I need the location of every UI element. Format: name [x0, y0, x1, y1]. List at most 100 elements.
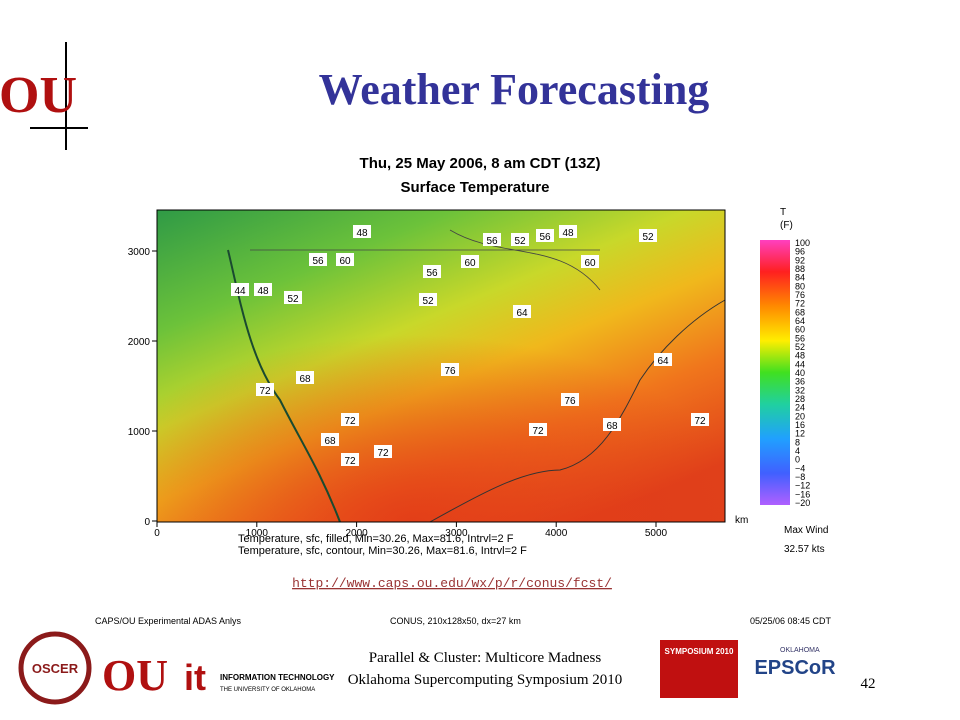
- map-label: 56: [539, 232, 551, 243]
- label-box: [336, 253, 354, 266]
- map-label: 44: [234, 286, 246, 297]
- map-label: 72: [377, 448, 389, 459]
- colorbar: [760, 240, 790, 505]
- label-box: [341, 453, 359, 466]
- label-box: [536, 229, 554, 242]
- y-tick-label: 3000: [128, 247, 151, 258]
- label-box: [654, 353, 672, 366]
- label-box: [559, 225, 577, 238]
- map-label: 68: [606, 421, 618, 432]
- map-label: 60: [464, 258, 476, 269]
- legend-label: 24: [795, 403, 805, 413]
- legend-label: 0: [795, 455, 800, 465]
- legend-label: 88: [795, 264, 805, 274]
- legend-label: 68: [795, 307, 805, 317]
- axis-ticks: 0 1000 2000 3000 0 1000 2000 3000 4000 5000: [128, 247, 668, 539]
- legend-label: 20: [795, 411, 805, 421]
- it-logo: it: [184, 657, 206, 698]
- legend-label: 48: [795, 351, 805, 361]
- x-tick-label: 3000: [445, 528, 468, 539]
- legend-label: 96: [795, 247, 805, 257]
- map-label: 76: [444, 366, 456, 377]
- coastline: [227, 249, 341, 523]
- legend-label: 76: [795, 290, 805, 300]
- label-box: [581, 255, 599, 268]
- label-box: [423, 265, 441, 278]
- label-box: [483, 233, 501, 246]
- legend-label: 92: [795, 255, 805, 265]
- it-name: INFORMATION TECHNOLOGY: [220, 673, 335, 682]
- label-box: [284, 291, 302, 304]
- footer-line: Oklahoma Supercomputing Symposium 2010: [348, 672, 623, 688]
- symposium-logo: SYMPOSIUM 2010: [660, 640, 738, 698]
- x-tick-label: 1000: [246, 528, 269, 539]
- legend-label: 80: [795, 281, 805, 291]
- source-link[interactable]: http://www.caps.ou.edu/wx/p/r/conus/fcst…: [292, 576, 612, 591]
- map-label: 60: [339, 256, 351, 267]
- legend-label: −20: [795, 498, 810, 508]
- logo-text: EPSCoR: [754, 657, 836, 679]
- map-label: 52: [642, 232, 654, 243]
- label-box: [513, 305, 531, 318]
- legend-label: 4: [795, 446, 800, 456]
- page-number: 42: [861, 676, 876, 692]
- footer-line: Parallel & Cluster: Multicore Madness: [369, 650, 602, 666]
- wind-label: Max Wind: [784, 525, 828, 536]
- map-label: 76: [564, 396, 576, 407]
- logo-text: OKLAHOMA: [780, 647, 820, 654]
- x-tick-label: 0: [154, 528, 160, 539]
- legend-label: 8: [795, 437, 800, 447]
- border: [250, 229, 601, 291]
- label-box: [353, 225, 371, 238]
- map-label: 60: [584, 258, 596, 269]
- x-tick-label: 2000: [345, 528, 368, 539]
- map-label: 72: [532, 426, 544, 437]
- ou-logo: OU: [0, 42, 88, 150]
- label-box: [511, 233, 529, 246]
- x-tick-label: 5000: [645, 528, 668, 539]
- map-label: 72: [344, 416, 356, 427]
- label-box: [529, 423, 547, 436]
- legend-label: 36: [795, 377, 805, 387]
- ou-logo-small: OU: [102, 651, 168, 700]
- caption-left: CAPS/OU Experimental ADAS Anlys: [95, 616, 242, 626]
- label-box: [461, 255, 479, 268]
- map-label: 52: [514, 236, 526, 247]
- map-label: 56: [486, 236, 498, 247]
- legend-label: 40: [795, 368, 805, 378]
- border: [429, 299, 726, 523]
- map-label: 68: [324, 436, 336, 447]
- label-box: [254, 283, 272, 296]
- map-labels: 48 52 56 48 52 56 60 44 48 52 56 60 56 52 64 60 68 72 72 76…: [231, 225, 709, 467]
- map-label: 52: [422, 296, 434, 307]
- map-label: 56: [426, 268, 438, 279]
- legend-label: −12: [795, 481, 810, 491]
- label-box: [321, 433, 339, 446]
- logo-text: SYMPOSIUM 2010: [665, 647, 734, 656]
- map-label: 48: [356, 228, 368, 239]
- label-box: [561, 393, 579, 406]
- map-label: 68: [299, 374, 311, 385]
- map-label: 64: [516, 308, 528, 319]
- map-label: 72: [344, 456, 356, 467]
- map-label: 72: [694, 416, 706, 427]
- legend-label: 64: [795, 316, 805, 326]
- map-label: 56: [312, 256, 324, 267]
- figure-note: Temperature, sfc, contour, Min=30.26, Ma…: [238, 545, 527, 557]
- label-box: [256, 383, 274, 396]
- wind-value: 32.57 kts: [784, 544, 825, 555]
- label-box: [309, 253, 327, 266]
- label-box: [639, 229, 657, 242]
- map-label: 64: [657, 356, 669, 367]
- legend-label: 60: [795, 325, 805, 335]
- logo-text: OU: [0, 67, 77, 124]
- oscer-logo: OSCER: [18, 631, 92, 705]
- epscor-logo: OKLAHOMA EPSCoR: [754, 647, 836, 679]
- slide-title: Weather Forecasting: [319, 65, 710, 114]
- figure-subtitle: Surface Temperature: [401, 179, 550, 196]
- figure-title: Thu, 25 May 2006, 8 am CDT (13Z): [360, 155, 601, 172]
- label-box: [341, 413, 359, 426]
- x-tick-label: 4000: [545, 528, 568, 539]
- legend-label: 52: [795, 342, 805, 352]
